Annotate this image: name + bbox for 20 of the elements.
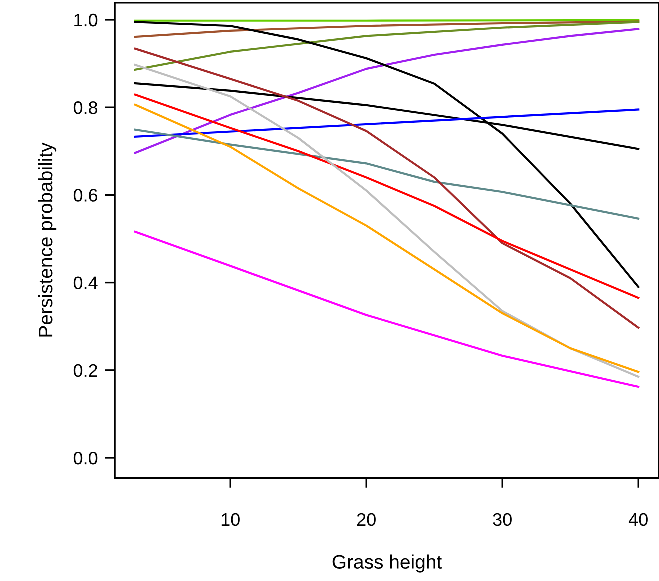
- y-tick-label: 0.6: [74, 189, 98, 202]
- x-tick-label: 10: [222, 513, 240, 526]
- y-tick-label: 0.4: [74, 276, 98, 290]
- y-tick-label: 0.2: [74, 364, 98, 378]
- x-tick-label: 30: [493, 513, 512, 526]
- line-series: [134, 21, 640, 288]
- line-series: [134, 28, 640, 154]
- x-axis-title: Grass height: [332, 554, 442, 573]
- y-tick-label: 0.0: [74, 452, 98, 465]
- x-tick-label: 40: [628, 513, 648, 526]
- line-series: [134, 21, 640, 71]
- y-tick-label: 0.8: [74, 102, 98, 114]
- y-axis-title: Persistence probability: [38, 142, 57, 337]
- line-series: [134, 230, 640, 388]
- line-series: [134, 94, 640, 300]
- line-series: [134, 20, 640, 38]
- line-series: [134, 48, 640, 329]
- x-tick-label: 20: [357, 513, 376, 526]
- line-series: [134, 128, 640, 220]
- y-tick-label: 1.0: [74, 14, 98, 27]
